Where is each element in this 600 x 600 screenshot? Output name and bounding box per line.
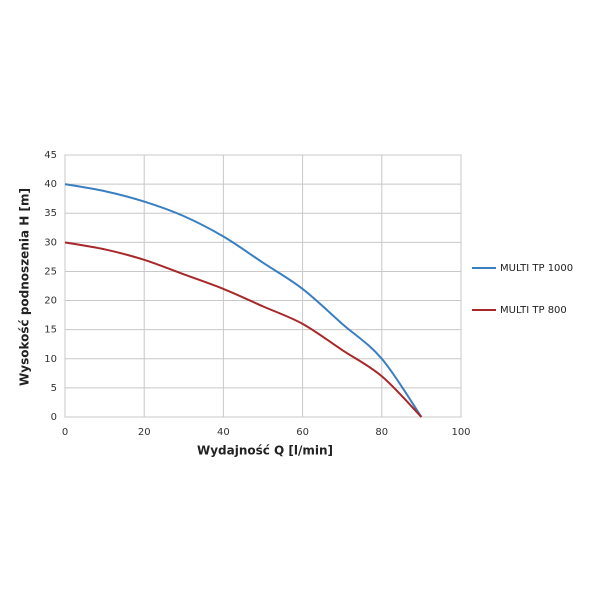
x-tick-label: 0 (62, 427, 68, 438)
y-tick-label: 5 (51, 383, 57, 394)
x-tick-label: 60 (296, 427, 309, 438)
y-tick-label: 30 (44, 237, 57, 248)
x-tick-label: 40 (217, 427, 230, 438)
y-tick-label: 35 (44, 208, 57, 219)
y-axis-title: Wysokość podnoszenia H [m] (18, 188, 32, 386)
y-tick-label: 25 (44, 266, 57, 277)
y-tick-label: 0 (51, 412, 57, 423)
y-tick-label: 20 (44, 296, 57, 307)
y-tick-label: 15 (44, 325, 57, 336)
plot-area (64, 154, 462, 418)
series-line (64, 183, 423, 418)
legend-label: MULTI TP 1000 (500, 263, 573, 274)
y-tick-label: 45 (44, 150, 57, 161)
y-tick-label: 10 (44, 354, 57, 365)
legend-label: MULTI TP 800 (500, 305, 567, 316)
x-tick-label: 80 (375, 427, 388, 438)
x-tick-label: 20 (138, 427, 151, 438)
y-tick-label: 40 (44, 179, 57, 190)
series-line (64, 241, 423, 418)
x-axis-title: Wydajność Q [l/min] (197, 444, 333, 458)
x-tick-label: 100 (451, 427, 470, 438)
